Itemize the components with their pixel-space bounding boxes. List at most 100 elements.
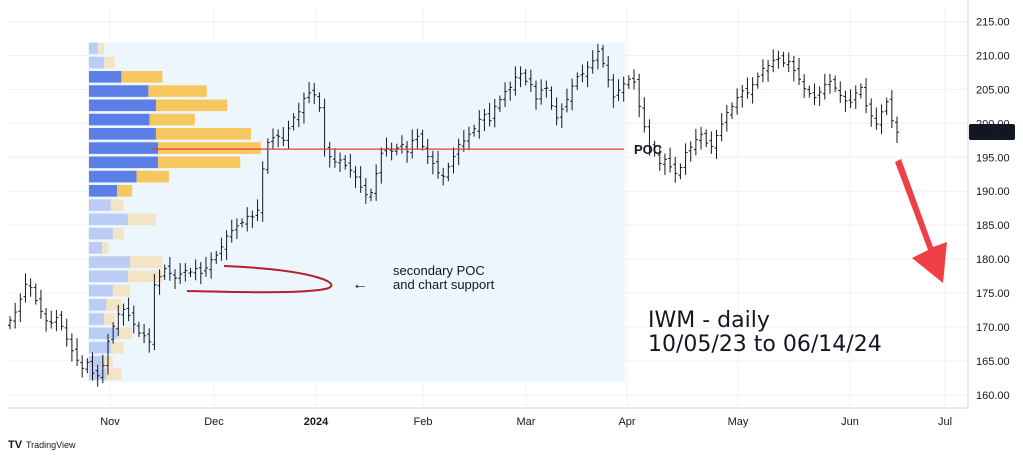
ohlc-bar <box>405 141 410 163</box>
ohlc-bar <box>647 119 652 156</box>
volume-bar-up <box>89 356 105 368</box>
ohlc-bar <box>456 138 461 166</box>
ohlc-bar <box>822 73 827 100</box>
ohlc-bar <box>203 257 208 277</box>
ohlc-bar <box>838 81 843 104</box>
ohlc-bar <box>601 44 606 68</box>
volume-bar-up <box>89 242 102 254</box>
ohlc-bar <box>420 129 425 151</box>
ohlc-bar <box>699 126 704 150</box>
ohlc-bar <box>425 138 430 165</box>
price-bars <box>8 43 899 387</box>
price-tick-label: 170.00 <box>976 322 1010 334</box>
ohlc-bar <box>384 137 389 157</box>
ohlc-bar <box>59 310 64 331</box>
volume-bar-up <box>89 256 131 268</box>
volume-bar-down <box>121 71 163 83</box>
ohlc-bar <box>477 110 482 139</box>
volume-bar-down <box>155 128 251 140</box>
ohlc-bar <box>69 333 74 362</box>
ohlc-bar <box>673 156 678 183</box>
ohlc-bar <box>802 74 807 98</box>
ohlc-bar <box>549 86 554 110</box>
ohlc-bar <box>652 140 657 157</box>
ohlc-bar <box>276 129 281 148</box>
ohlc-bar <box>8 316 12 330</box>
ohlc-bar <box>554 97 559 126</box>
tradingview-icon: TV <box>8 439 23 451</box>
ohlc-bar <box>18 293 23 323</box>
volume-bar-down <box>104 56 115 69</box>
ohlc-bar <box>472 124 477 137</box>
ohlc-bar <box>704 129 709 148</box>
volume-bar-up <box>89 156 159 169</box>
ohlc-bar <box>513 66 518 96</box>
ohlc-bar <box>301 92 306 124</box>
ohlc-bar <box>415 128 420 149</box>
ohlc-bar <box>44 308 49 332</box>
ohlc-bar <box>807 85 812 98</box>
volume-bar-up <box>89 142 159 154</box>
ohlc-bar <box>879 104 884 135</box>
last-price-value: 198.73 <box>975 127 1009 139</box>
ohlc-bar <box>740 85 745 108</box>
ohlc-bar <box>379 147 384 184</box>
volume-bar-down <box>127 270 163 283</box>
price-tick-label: 180.00 <box>976 254 1010 266</box>
volume-bar-down <box>136 170 169 183</box>
ohlc-bar <box>817 86 822 106</box>
ohlc-bar <box>714 129 719 159</box>
price-axis[interactable]: 160.00 165.00 170.00 175.00 180.00 185.00 190.… <box>976 17 1010 402</box>
ohlc-bar <box>771 49 776 73</box>
ohlc-bar <box>374 164 379 201</box>
ohlc-bar <box>446 162 451 182</box>
volume-bar-up <box>89 71 122 83</box>
ohlc-bar <box>312 82 317 105</box>
time-tick-label: 2024 <box>304 416 329 428</box>
time-tick-label: Apr <box>618 416 635 428</box>
volume-bar-down <box>97 42 105 55</box>
tradingview-logo[interactable]: TV TradingView <box>8 439 76 451</box>
ohlc-bar <box>760 59 765 83</box>
ohlc-bar <box>100 354 105 384</box>
ohlc-bar <box>80 355 85 378</box>
ohlc-bar <box>307 81 312 104</box>
ohlc-bar <box>466 126 471 151</box>
time-tick-label: Nov <box>100 416 120 428</box>
time-axis[interactable]: Nov Dec 2024 Feb Mar Apr May Jun Jul <box>100 416 952 428</box>
annotation-arrow-icon: ← <box>352 276 368 293</box>
ohlc-bar <box>766 59 771 82</box>
ohlc-bar <box>389 142 394 161</box>
ohlc-bar <box>637 73 642 118</box>
ohlc-bar <box>683 143 688 175</box>
ohlc-bar <box>281 127 286 147</box>
ohlc-bar <box>95 364 100 387</box>
ohlc-bar <box>188 267 193 278</box>
ohlc-bar <box>735 88 740 115</box>
ohlc-bar <box>229 219 234 243</box>
down-arrow-icon <box>895 159 947 283</box>
ohlc-bar <box>245 207 250 232</box>
volume-bar-up <box>89 56 105 69</box>
ohlc-bar <box>173 269 178 289</box>
ohlc-bar <box>54 309 59 332</box>
ohlc-bar <box>889 90 894 129</box>
ohlc-bar <box>23 273 28 303</box>
price-tick-label: 215.00 <box>976 17 1010 29</box>
price-tick-label: 210.00 <box>976 51 1010 63</box>
volume-bar-down <box>104 313 115 325</box>
volume-bar-down <box>110 341 124 354</box>
ohlc-bar <box>152 274 157 351</box>
ohlc-bar <box>327 141 332 168</box>
ohlc-bar <box>136 321 141 338</box>
annotation-line-1: secondary POC <box>393 263 485 278</box>
ohlc-bar <box>626 75 631 89</box>
ohlc-bar <box>296 102 301 128</box>
ohlc-bar <box>874 107 879 130</box>
last-price-badge-bg <box>969 123 1015 140</box>
volume-bar-up <box>89 213 128 226</box>
ohlc-bar <box>116 304 121 337</box>
volume-bar-down <box>110 199 124 211</box>
ohlc-bar <box>791 55 796 82</box>
volume-profile <box>89 42 261 380</box>
